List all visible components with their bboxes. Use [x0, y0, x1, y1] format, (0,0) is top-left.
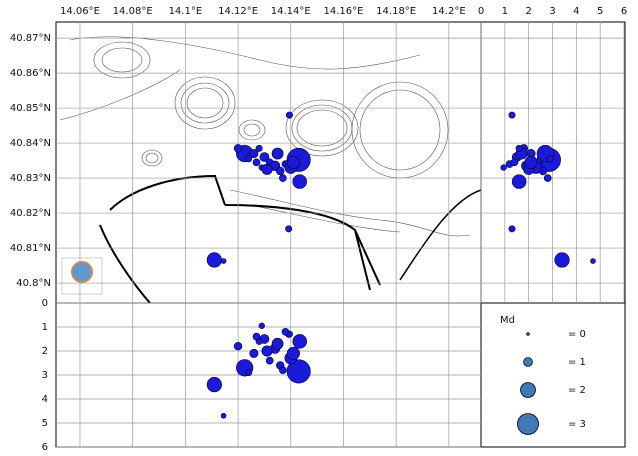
legend-marker [517, 413, 539, 435]
x-tick-label: 14.08°E [113, 6, 153, 17]
lon-depth-event [245, 369, 253, 377]
lon-depth-event [271, 337, 284, 350]
legend-label: = 2 [568, 385, 586, 396]
depth-tick-label: 0 [42, 298, 48, 309]
legend-marker [520, 382, 536, 398]
map-event [279, 174, 287, 182]
map-background [59, 36, 482, 304]
map-event [271, 147, 284, 160]
map-event [206, 252, 222, 268]
map-event [233, 144, 243, 153]
y-tick-label: 40.87°N [10, 33, 51, 44]
y-tick-label: 40.82°N [10, 208, 51, 219]
map-event [255, 144, 263, 152]
map-event [292, 174, 307, 189]
depth-tick-label: 2 [42, 346, 48, 357]
y-tick-label: 40.83°N [10, 173, 51, 184]
legend-title: Md [500, 315, 515, 326]
lat-depth-event [515, 144, 523, 152]
legend-label: = 0 [568, 329, 586, 340]
y-tick-label: 40.8°N [16, 278, 51, 289]
map-event [285, 111, 293, 119]
y-tick-label: 40.81°N [10, 243, 51, 254]
x-tick-label: 14.12°E [218, 6, 258, 17]
lon-depth-event [279, 366, 287, 375]
x-tick-label: 14.14°E [271, 6, 311, 17]
x-tick-label: 14.2°E [432, 6, 466, 17]
lon-depth-event [249, 348, 259, 358]
y-tick-label: 40.84°N [10, 138, 51, 149]
depth-tick-label: 6 [42, 442, 48, 453]
depth-tick-label: 3 [42, 370, 48, 381]
legend-marker [523, 357, 533, 367]
y-tick-label: 40.85°N [10, 103, 51, 114]
map-event [276, 166, 285, 176]
lat-depth-event [508, 225, 516, 233]
lon-depth-event [252, 332, 261, 341]
lon-depth-event [258, 322, 265, 329]
y-tick-label: 40.86°N [10, 68, 51, 79]
map-event [249, 149, 259, 159]
lat-depth-event [543, 174, 552, 182]
lon-depth-event [265, 356, 274, 365]
depth-tick-label: 6 [621, 6, 627, 17]
x-tick-label: 14.16°E [323, 6, 363, 17]
legend-marker [526, 332, 530, 336]
lat-depth-event [500, 164, 507, 171]
map-event [285, 225, 293, 233]
map-event [245, 155, 253, 163]
lon-depth-event [292, 334, 307, 349]
depth-tick-label: 5 [597, 6, 603, 17]
map-event [252, 158, 261, 167]
depth-tick-label: 1 [502, 6, 508, 17]
map-event [286, 155, 300, 169]
lat-depth-event [524, 155, 538, 169]
depth-tick-label: 0 [478, 6, 484, 17]
lon-depth-event [261, 345, 273, 357]
lat-depth-event [508, 111, 516, 119]
lon-depth-event [233, 342, 243, 351]
x-tick-label: 14.06°E [60, 6, 100, 17]
legend-label: = 1 [568, 357, 586, 368]
depth-tick-label: 3 [549, 6, 555, 17]
depth-tick-label: 2 [525, 6, 531, 17]
lon-depth-event [286, 359, 311, 384]
lat-depth-event [554, 252, 570, 268]
map-event [261, 163, 273, 175]
lat-depth-event [511, 174, 527, 189]
lat-depth-event [510, 158, 519, 167]
depth-tick-label: 4 [573, 6, 579, 17]
map-event [259, 152, 270, 162]
lon-depth-event [286, 346, 300, 360]
x-tick-label: 14.18°E [376, 6, 416, 17]
map-event [220, 258, 227, 264]
legend-label: = 3 [568, 419, 586, 430]
lon-depth-event [281, 327, 290, 336]
depth-tick-label: 1 [42, 322, 48, 333]
x-tick-label: 14.1°E [169, 6, 203, 17]
depth-tick-label: 5 [42, 418, 48, 429]
lon-depth-event [206, 377, 222, 393]
lat-depth-event [590, 258, 596, 264]
depth-tick-label: 4 [42, 394, 48, 405]
lat-depth-event [546, 155, 554, 163]
lon-depth-event [220, 412, 227, 419]
